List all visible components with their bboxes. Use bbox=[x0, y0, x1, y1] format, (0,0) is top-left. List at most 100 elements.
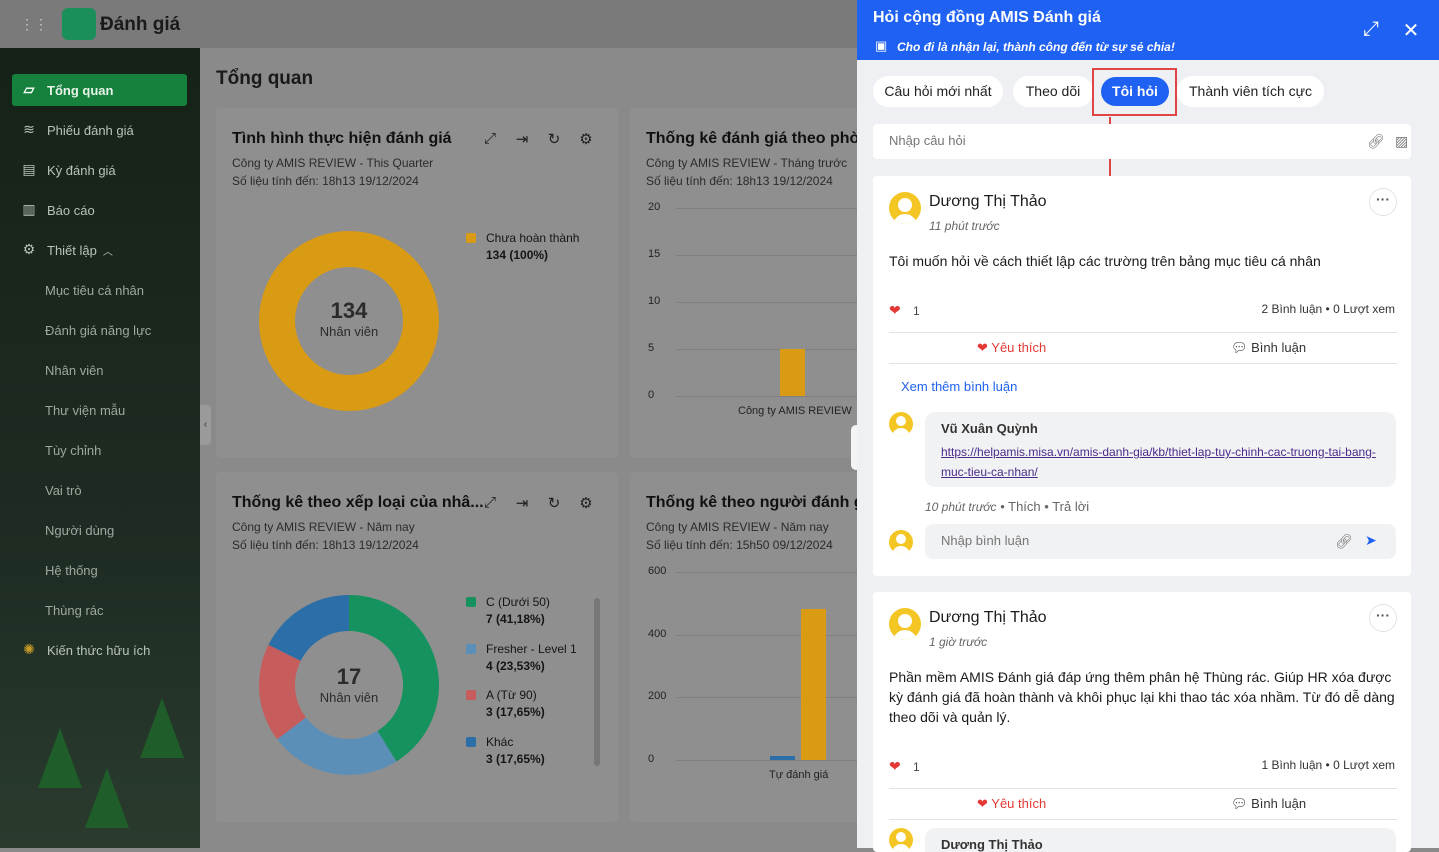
y-tick-label: 200 bbox=[648, 690, 667, 703]
sidebar-collapse-button[interactable]: ‹ bbox=[200, 405, 211, 445]
legend-scrollbar[interactable] bbox=[594, 598, 600, 766]
comment-button[interactable]: 💬︎ Bình luận bbox=[1231, 340, 1306, 356]
export-icon[interactable]: ⇥ bbox=[515, 495, 529, 512]
legend-value: 3 (17,65%) bbox=[486, 705, 545, 719]
like-button[interactable]: ❤ Yêu thích bbox=[977, 796, 1046, 812]
gridline bbox=[676, 634, 870, 636]
panel-resize-handle[interactable] bbox=[851, 425, 861, 470]
like-button[interactable]: ❤ Yêu thích bbox=[977, 340, 1046, 356]
refresh-icon[interactable]: ↻ bbox=[547, 131, 561, 148]
panel-header: Hỏi cộng đồng AMIS Đánh giá ▣ Cho đi là … bbox=[857, 0, 1439, 60]
see-more-comments-link[interactable]: Xem thêm bình luận bbox=[901, 379, 1018, 394]
legend-label: Chưa hoàn thành bbox=[486, 231, 580, 245]
gear-icon[interactable]: ⚙ bbox=[579, 495, 593, 512]
expand-icon[interactable]: ⤢ bbox=[483, 494, 496, 511]
comment-reply-button[interactable]: Trả lời bbox=[1052, 499, 1090, 514]
sidebar-sub-trash[interactable]: Thùng rác bbox=[45, 603, 104, 618]
refresh-icon[interactable]: ↻ bbox=[547, 495, 561, 512]
sidebar-item-label: Phiếu đánh giá bbox=[47, 122, 134, 138]
bar bbox=[780, 349, 805, 396]
sidebar-item-periods[interactable]: ▤ Kỳ đánh giá bbox=[12, 154, 187, 186]
card-rank-stats: Thống kê theo xếp loại của nhâ... ⤢ ⇥ ↻ … bbox=[216, 472, 618, 822]
close-icon[interactable]: ✕ bbox=[1402, 20, 1420, 42]
sidebar-sub-competency[interactable]: Đánh giá năng lực bbox=[45, 323, 152, 338]
sidebar-sub-roles[interactable]: Vai trò bbox=[45, 483, 82, 498]
tab-my-questions[interactable]: Tôi hỏi bbox=[1101, 77, 1169, 106]
sidebar-item-reports[interactable]: ▥ Báo cáo bbox=[12, 194, 187, 226]
gridline bbox=[676, 302, 870, 303]
tab-following[interactable]: Theo dõi bbox=[1013, 76, 1093, 107]
comment-count[interactable]: 2 Bình luận bbox=[1261, 302, 1323, 316]
sidebar-sub-employees[interactable]: Nhân viên bbox=[45, 363, 104, 378]
gridline bbox=[676, 208, 870, 209]
gift-icon: ▣ bbox=[875, 38, 888, 53]
sidebar-sub-system[interactable]: Hệ thống bbox=[45, 563, 98, 578]
post-author[interactable]: Dương Thị Thảo bbox=[929, 609, 1047, 626]
card-updated-time: Số liệu tính đến: 18h13 19/12/2024 bbox=[646, 174, 833, 188]
comment-label: Bình luận bbox=[1251, 340, 1307, 355]
comment-meta: 10 phút trước • Thích • Trả lời bbox=[925, 499, 1089, 514]
tab-newest[interactable]: Câu hỏi mới nhất bbox=[873, 76, 1003, 107]
legend-label: Khác bbox=[486, 735, 514, 749]
x-tick-label: Tự đánh giá bbox=[769, 769, 829, 781]
sidebar-item-label: Kỳ đánh giá bbox=[47, 162, 116, 178]
y-tick-label: 400 bbox=[648, 627, 667, 640]
decorative-tree bbox=[38, 728, 82, 788]
tab-active-members[interactable]: Thành viên tích cực bbox=[1177, 76, 1324, 107]
chevron-up-icon: ︿ bbox=[102, 246, 113, 258]
comment-like-button[interactable]: Thích bbox=[1008, 499, 1041, 514]
bar bbox=[801, 608, 826, 760]
sidebar-item-overview[interactable]: ▱ Tổng quan bbox=[12, 74, 187, 106]
clipboard-icon: ▤ bbox=[22, 161, 36, 177]
more-options-button[interactable]: ··· bbox=[1369, 188, 1397, 216]
comment-label: Bình luận bbox=[1251, 796, 1307, 811]
sidebar-item-knowledge[interactable]: ✺ Kiến thức hữu ích bbox=[12, 634, 187, 666]
more-options-button[interactable]: ··· bbox=[1369, 604, 1397, 632]
comment-link[interactable]: https://helpamis.misa.vn/amis-danh-gia/k… bbox=[941, 445, 1376, 479]
comment-button[interactable]: 💬︎ Bình luận bbox=[1231, 796, 1306, 812]
card-title: Thống kê đánh giá theo phòng bbox=[646, 130, 870, 147]
sidebar-item-forms[interactable]: ≋ Phiếu đánh giá bbox=[12, 114, 187, 146]
legend-swatch bbox=[466, 690, 476, 700]
post-author[interactable]: Dương Thị Thảo bbox=[929, 193, 1047, 210]
y-tick-label: 15 bbox=[648, 248, 661, 260]
comment-icon: 💬︎ bbox=[1231, 796, 1252, 811]
sidebar-item-label: Tổng quan bbox=[47, 82, 114, 98]
post-body: Phần mềm AMIS Đánh giá đáp ứng thêm phân… bbox=[889, 669, 1395, 725]
sidebar-sub-templates[interactable]: Thư viện mẫu bbox=[45, 403, 126, 418]
heart-icon: ❤ bbox=[889, 302, 901, 318]
comment-count[interactable]: 1 Bình luận bbox=[1261, 758, 1323, 772]
link-icon[interactable]: 🔗︎ bbox=[1335, 533, 1353, 549]
sidebar-sub-customize[interactable]: Tùy chỉnh bbox=[45, 443, 102, 458]
sidebar-sub-users[interactable]: Người dùng bbox=[45, 523, 115, 538]
app-grid-icon[interactable]: ⋮⋮ bbox=[20, 16, 48, 32]
donut-center: 17 Nhân viên bbox=[299, 664, 399, 705]
sidebar-item-settings[interactable]: ⚙ Thiết lập ︿ bbox=[12, 234, 187, 266]
bar bbox=[770, 756, 795, 760]
decorative-tree bbox=[140, 698, 184, 758]
expand-icon[interactable]: ⤢ bbox=[483, 130, 496, 147]
heart-icon: ❤ bbox=[977, 796, 992, 811]
sidebar-sub-personal-goals[interactable]: Mục tiêu cá nhân bbox=[45, 283, 145, 298]
card-title: Tình hình thực hiện đánh giá bbox=[232, 130, 452, 147]
card-title: Thống kê theo xếp loại của nhâ... bbox=[232, 494, 484, 511]
legend-label: Fresher - Level 1 bbox=[486, 642, 577, 656]
export-icon[interactable]: ⇥ bbox=[515, 131, 529, 148]
gear-icon[interactable]: ⚙ bbox=[579, 131, 593, 148]
card-updated-time: Số liệu tính đến: 18h13 19/12/2024 bbox=[232, 538, 419, 552]
comment-author[interactable]: Dương Thị Thảo bbox=[941, 837, 1043, 852]
donut-slice bbox=[259, 231, 439, 411]
send-icon[interactable]: ➤ bbox=[1365, 532, 1377, 548]
comment-input[interactable] bbox=[941, 533, 1311, 548]
image-icon[interactable]: ▨ bbox=[1395, 133, 1409, 149]
expand-icon[interactable]: ⤢ bbox=[1363, 18, 1379, 40]
card-subtitle: Công ty AMIS REVIEW - This Quarter bbox=[232, 156, 434, 170]
donut-chart bbox=[259, 231, 439, 411]
post-stats: 2 Bình luận • 0 Lượt xem bbox=[1261, 302, 1395, 316]
ask-question-input[interactable] bbox=[889, 133, 1339, 148]
card-updated-time: Số liệu tính đến: 15h50 09/12/2024 bbox=[646, 538, 833, 552]
community-panel: Hỏi cộng đồng AMIS Đánh giá ▣ Cho đi là … bbox=[857, 0, 1439, 852]
comment-author[interactable]: Vũ Xuân Quỳnh bbox=[941, 421, 1038, 436]
link-icon[interactable]: 🔗︎ bbox=[1367, 133, 1385, 149]
gridline bbox=[676, 255, 870, 256]
